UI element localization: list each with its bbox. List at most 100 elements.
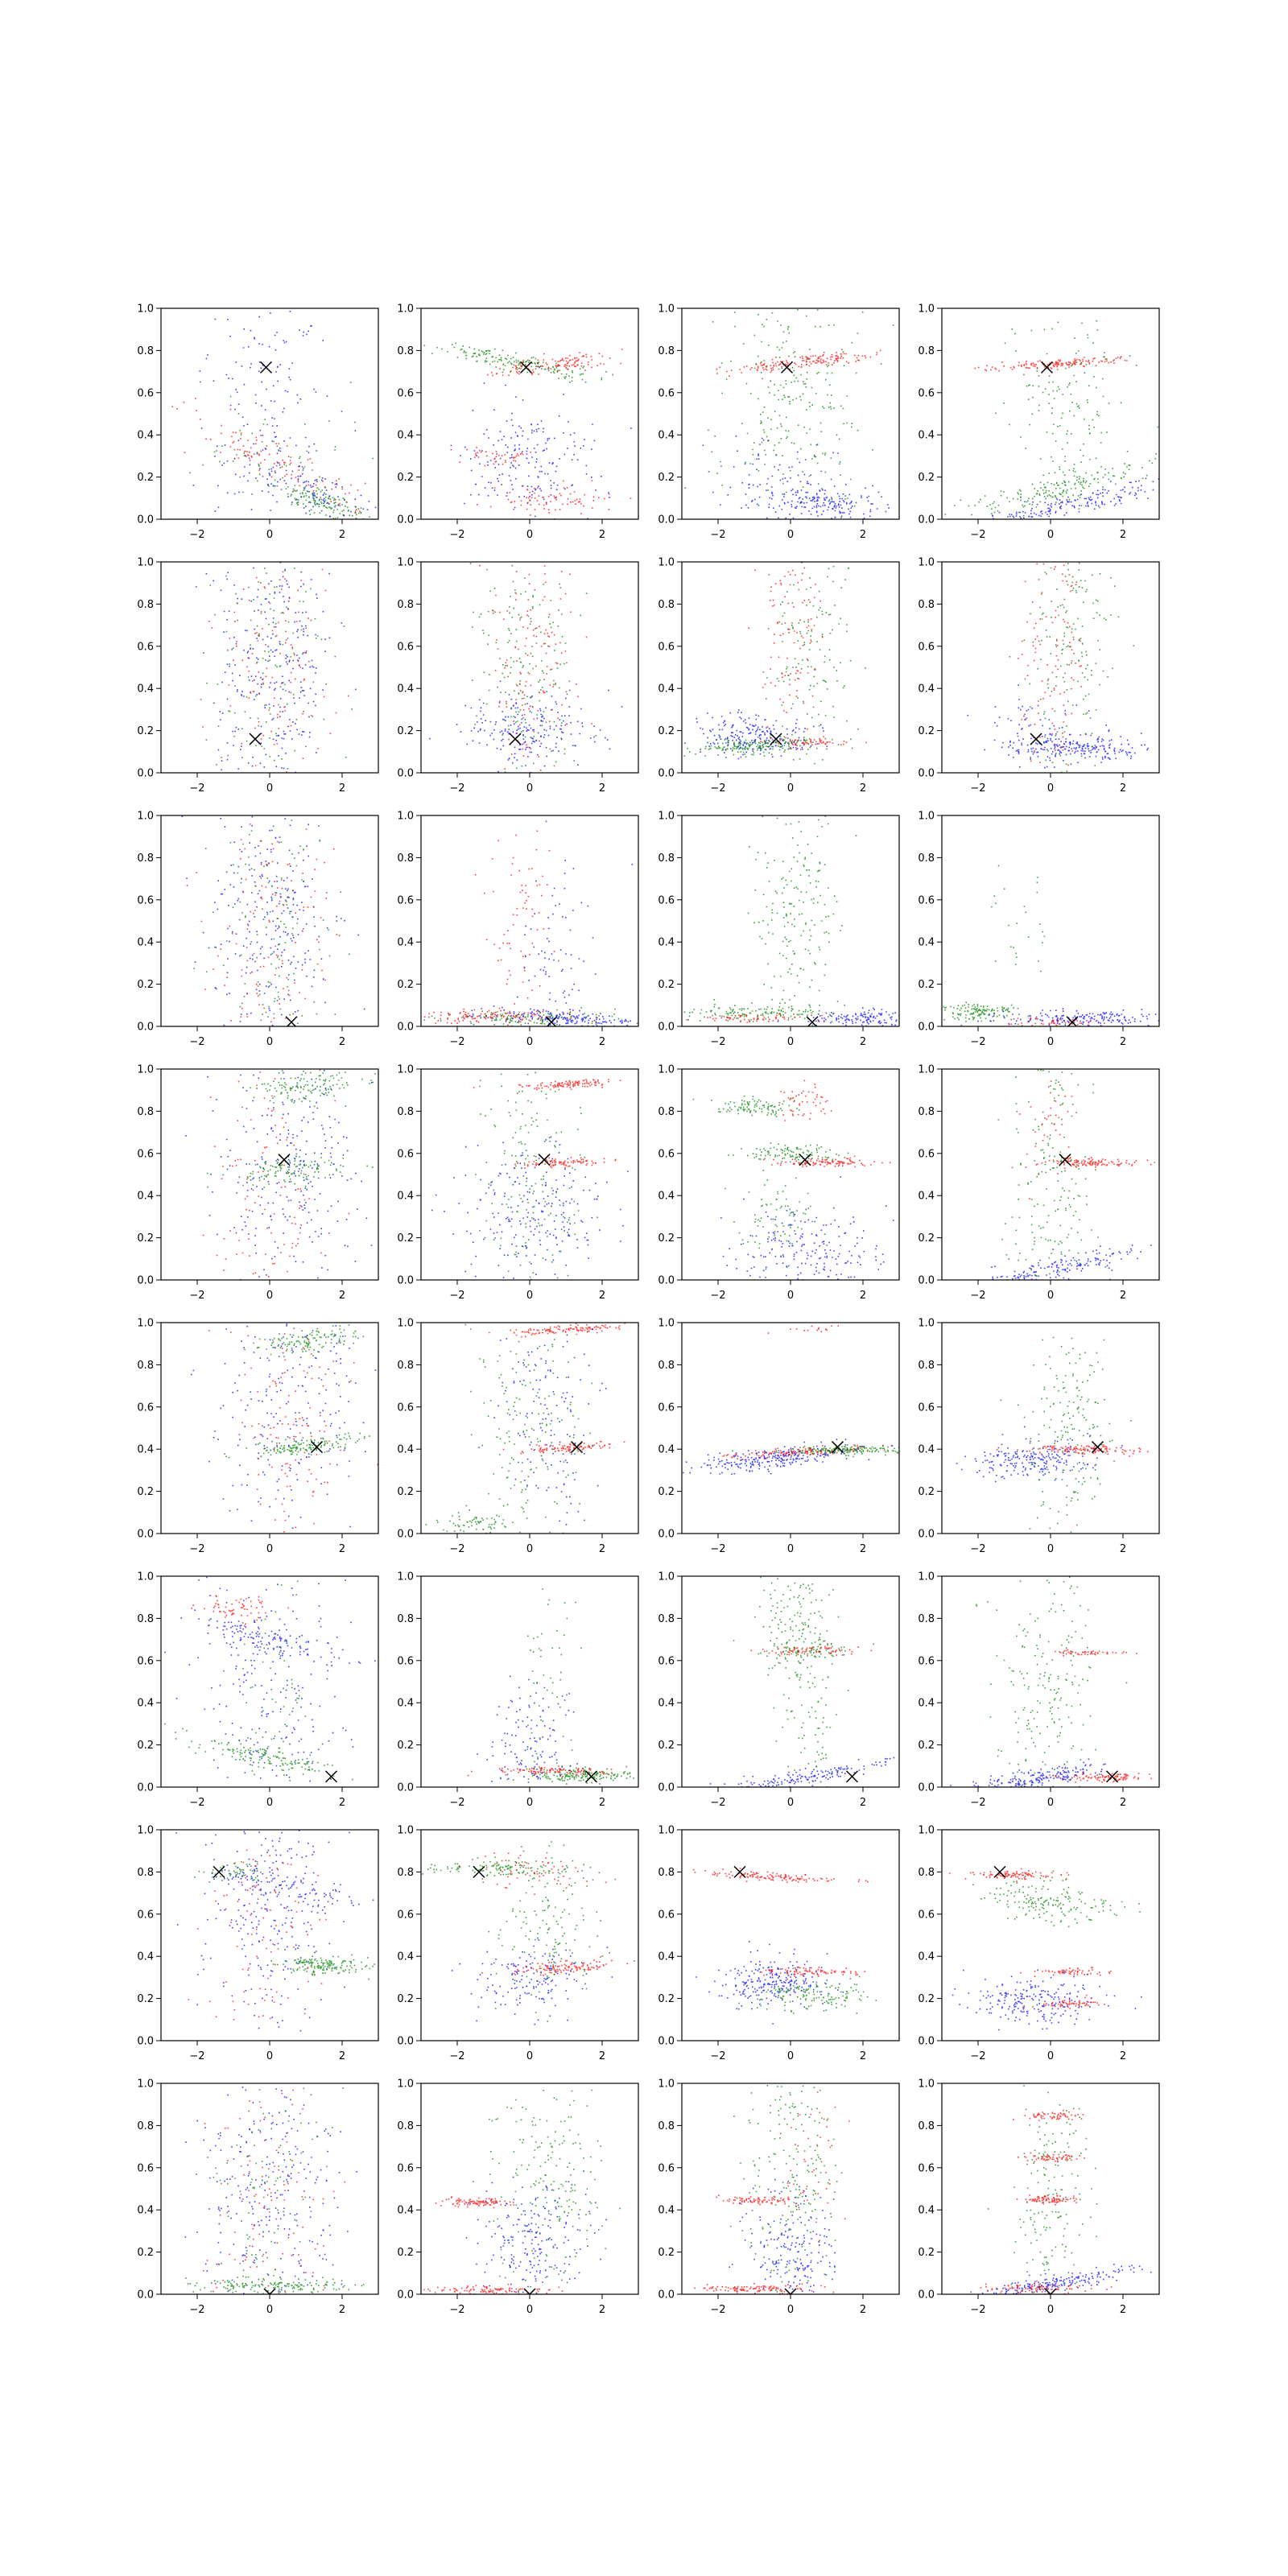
point-cloud [423, 820, 638, 1026]
cluster-green [206, 1153, 374, 1188]
cluster-green [997, 1069, 1111, 1280]
axes-frame [941, 1322, 1160, 1534]
cluster-green [472, 2089, 621, 2294]
cluster-blue [992, 477, 1159, 519]
x-tick-label: 2 [599, 1543, 605, 1555]
y-tick-label: 0.0 [918, 2036, 935, 2048]
y-tick-label: 0.2 [137, 1740, 154, 1752]
y-tick-label: 0.2 [918, 1232, 935, 1245]
cluster-green [224, 1432, 370, 1459]
cluster-red [686, 1013, 825, 1023]
subplot-r3-c1: −2 0 2 0.0 0.2 0.4 0.6 0.8 1.0 [137, 811, 379, 1048]
cluster-blue [702, 436, 846, 519]
cluster-green [684, 309, 894, 519]
y-tick-label: 0.2 [658, 1993, 675, 2005]
cluster-green [223, 1580, 307, 1776]
y-tick-label: 0.6 [137, 1909, 154, 1921]
subplot-r6-c2: −2 0 2 0.0 0.2 0.4 0.6 0.8 1.0 [397, 1571, 639, 1809]
cluster-green [425, 1505, 528, 1534]
y-tick-label: 0.6 [137, 1402, 154, 1414]
y-tick-label: 0.4 [658, 1698, 675, 1710]
cluster-red [473, 1079, 621, 1091]
x-tick-label: 0 [526, 1797, 533, 1809]
x-tick-label: −2 [710, 1543, 725, 1555]
cluster-red [761, 1967, 866, 1980]
y-tick-label: 0.6 [918, 1655, 935, 1667]
cluster-blue [952, 1969, 1142, 2031]
x-marker [509, 733, 522, 745]
y-tick-label: 0.0 [397, 1782, 414, 1794]
x-tick-label: −2 [970, 1290, 985, 1302]
cluster-green [499, 1765, 634, 1785]
cluster-blue [950, 1758, 1106, 1787]
x-tick-label: 2 [599, 1036, 605, 1048]
y-tick-label: 0.8 [137, 852, 154, 865]
cluster-green [683, 736, 840, 758]
y-tick-label: 0.4 [137, 1698, 154, 1710]
x-marker [584, 1770, 598, 1783]
cluster-red [1023, 1994, 1105, 2009]
cluster-red [780, 2091, 850, 2242]
x-tick-label: 0 [266, 2304, 273, 2316]
y-tick-label: 0.0 [918, 2289, 935, 2301]
y-tick-label: 0.2 [397, 1232, 414, 1245]
y-tick-label: 0.8 [918, 599, 935, 611]
x-marker [263, 2288, 276, 2294]
x-tick-label: 2 [599, 1290, 605, 1302]
cluster-red [200, 568, 349, 773]
cluster-blue [517, 820, 634, 1020]
x-tick-label: 0 [1047, 782, 1054, 795]
point-cloud [956, 1336, 1149, 1534]
point-cloud [692, 1080, 894, 1280]
y-tick-label: 0.8 [137, 2120, 154, 2132]
y-tick-label: 0.4 [658, 1444, 675, 1456]
x-marker [1030, 733, 1042, 745]
point-cloud [709, 1576, 895, 1787]
y-tick-label: 0.2 [658, 1486, 675, 1498]
x-tick-label: 0 [526, 1036, 533, 1048]
x-tick-label: −2 [710, 2304, 725, 2316]
x-tick-label: −2 [449, 1036, 464, 1048]
x-tick-label: −2 [970, 2304, 985, 2316]
y-tick-label: 0.2 [658, 1740, 675, 1752]
x-tick-label: 2 [599, 2050, 605, 2062]
y-tick-label: 0.4 [397, 1951, 414, 1963]
x-tick-label: 2 [860, 1543, 866, 1555]
axes-frame [941, 308, 1160, 520]
x-tick-label: 2 [339, 1797, 345, 1809]
y-tick-label: 0.6 [918, 1148, 935, 1160]
subplot-r2-c4: −2 0 2 0.0 0.2 0.4 0.6 0.8 1.0 [918, 557, 1160, 795]
cluster-blue [777, 1007, 899, 1026]
point-cloud [175, 1830, 376, 2032]
cluster-red [188, 1849, 327, 2021]
y-tick-label: 0.0 [918, 1275, 935, 1287]
point-cloud [944, 320, 1159, 519]
point-cloud [429, 563, 623, 773]
y-tick-label: 0.8 [397, 2120, 414, 2132]
y-tick-label: 0.8 [397, 345, 414, 357]
x-tick-label: 0 [1047, 2050, 1054, 2062]
y-tick-label: 0.2 [658, 1232, 675, 1245]
y-tick-label: 0.4 [397, 430, 414, 442]
y-tick-label: 0.6 [137, 1148, 154, 1160]
subplot-r2-c1: −2 0 2 0.0 0.2 0.4 0.6 0.8 1.0 [137, 557, 379, 795]
subplot-r3-c2: −2 0 2 0.0 0.2 0.4 0.6 0.8 1.0 [397, 811, 639, 1048]
x-tick-label: 2 [860, 1797, 866, 1809]
subplot-r8-c2: −2 0 2 0.0 0.2 0.4 0.6 0.8 1.0 [397, 2079, 639, 2316]
x-tick-label: −2 [189, 1797, 204, 1809]
x-marker [831, 1441, 844, 1454]
x-tick-label: −2 [710, 1036, 725, 1048]
x-marker [845, 1770, 859, 1783]
cluster-red [980, 2280, 1113, 2294]
y-tick-label: 0.4 [137, 683, 154, 696]
cluster-blue [741, 481, 899, 519]
y-tick-label: 0.0 [397, 768, 414, 780]
cluster-red [479, 564, 592, 771]
y-tick-label: 1.0 [658, 1825, 675, 1837]
y-tick-label: 0.2 [397, 979, 414, 991]
y-tick-label: 0.8 [137, 1867, 154, 1879]
y-tick-label: 0.8 [658, 1360, 675, 1372]
x-marker [213, 1865, 225, 1878]
x-tick-label: 0 [787, 1543, 794, 1555]
cluster-red [1013, 2109, 1084, 2121]
